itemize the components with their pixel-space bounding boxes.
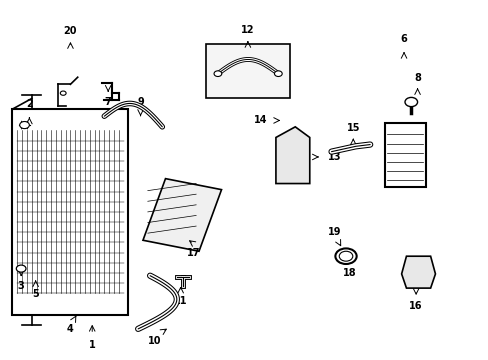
Bar (12, 109, 128, 315)
Text: 16: 16 (408, 301, 422, 311)
Text: 17: 17 (186, 248, 200, 258)
Text: 13: 13 (327, 152, 341, 162)
Polygon shape (275, 127, 309, 184)
Text: 10: 10 (148, 336, 162, 346)
Text: 9: 9 (137, 97, 143, 107)
Text: 15: 15 (346, 123, 359, 133)
Bar (142, 179, 221, 251)
Text: 3: 3 (18, 281, 24, 291)
Circle shape (20, 122, 29, 129)
Text: 11: 11 (174, 296, 187, 306)
Text: 8: 8 (413, 73, 420, 83)
Text: 5: 5 (32, 289, 39, 299)
Bar (384, 123, 425, 187)
Text: 20: 20 (63, 26, 77, 36)
Text: 6: 6 (400, 33, 407, 44)
Text: 14: 14 (254, 116, 267, 125)
Circle shape (335, 248, 356, 264)
Text: 12: 12 (241, 26, 254, 35)
Text: 4: 4 (67, 324, 74, 334)
Text: 2: 2 (26, 99, 33, 109)
Circle shape (274, 71, 282, 77)
Bar (205, 44, 290, 99)
Circle shape (339, 251, 352, 261)
Circle shape (404, 98, 417, 107)
Text: 18: 18 (343, 268, 356, 278)
Circle shape (60, 91, 66, 95)
Circle shape (16, 265, 26, 272)
Polygon shape (401, 256, 435, 288)
Text: 7: 7 (104, 97, 111, 107)
Text: 1: 1 (89, 339, 95, 350)
Circle shape (214, 71, 222, 77)
Text: 19: 19 (327, 228, 341, 238)
